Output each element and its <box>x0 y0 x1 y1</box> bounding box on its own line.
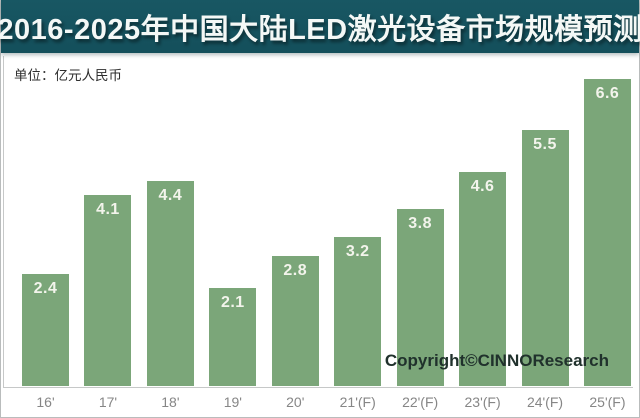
bars-area: 2.4 4.1 4.4 2.1 2.8 3.2 3.8 4.6 5.5 6.6 <box>22 79 631 386</box>
axis-label-24'(F): 24'(F) <box>526 394 564 410</box>
axis-label-19': 19' <box>223 394 242 410</box>
axis-label-18': 18' <box>161 394 180 410</box>
bar-value-label: 4.1 <box>96 201 120 218</box>
bar-16': 2.4 <box>22 274 69 386</box>
axis-label-17': 17' <box>98 394 118 410</box>
bar-value-label: 3.8 <box>408 215 432 232</box>
copyright-watermark: Copyright©CINNOResearch <box>384 351 609 370</box>
x-axis-labels: 16' 17' 18' 19' 20' 21'(F) 22'(F) 23'(F) 24'(F) 2… <box>22 394 631 410</box>
bar-17': 4.1 <box>84 195 132 386</box>
bar-18': 4.4 <box>146 181 194 386</box>
axis-label-16': 16' <box>36 394 55 410</box>
unit-label: 单位：亿元人民币 <box>14 68 122 83</box>
bar-value-label: 3.2 <box>345 243 370 260</box>
bar-value-label: 4.4 <box>158 187 183 204</box>
bar-value-label: 2.8 <box>283 262 308 279</box>
axis-label-20': 20' <box>286 394 305 410</box>
y-axis-line <box>3 56 4 387</box>
x-axis-line <box>3 387 633 388</box>
bar-22'(F): 3.8 <box>396 209 444 386</box>
axis-label-25'(F): 25'(F) <box>589 394 626 410</box>
bar-value-label: 2.1 <box>220 294 245 311</box>
bar-value-label: 5.5 <box>533 136 557 153</box>
chart-title: 2016-2025年中国大陆LED激光设备市场规模预测 <box>0 13 640 46</box>
bar-23'(F): 4.6 <box>459 172 507 386</box>
bar-25'(F): 6.6 <box>583 79 631 386</box>
bar-19': 2.1 <box>209 288 257 386</box>
axis-label-22'(F): 22'(F) <box>402 394 439 410</box>
axis-label-23'(F): 23'(F) <box>464 394 501 410</box>
bar-value-label: 4.6 <box>470 178 495 195</box>
axis-label-21'(F): 21'(F) <box>339 394 376 410</box>
bar-value-label: 2.4 <box>33 280 58 297</box>
bar-20': 2.8 <box>271 256 319 386</box>
bar-21'(F): 3.2 <box>334 237 382 386</box>
bar-24'(F): 5.5 <box>521 130 569 386</box>
title-bar: 2016-2025年中国大陆LED激光设备市场规模预测 <box>0 0 640 53</box>
bar-value-label: 6.6 <box>595 85 620 102</box>
